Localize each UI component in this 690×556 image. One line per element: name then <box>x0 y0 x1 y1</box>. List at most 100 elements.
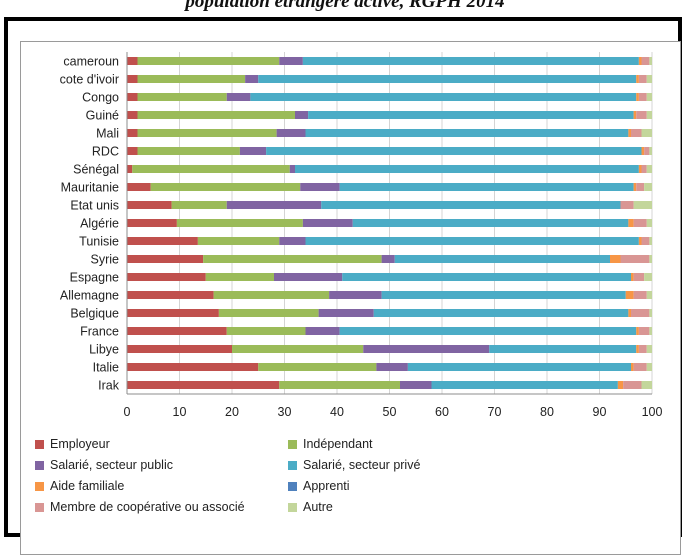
bar-segment-autre <box>649 309 652 317</box>
legend-swatch <box>35 503 44 512</box>
bar-segment-autre <box>646 291 652 299</box>
bar-segment-autre <box>641 129 652 137</box>
bar-segment-salarie-secteur-prive <box>339 327 637 335</box>
bar-segment-membre-de-cooperative-ou-associe <box>623 381 642 389</box>
bar-segment-membre-de-cooperative-ou-associe <box>638 75 647 83</box>
bar-segment-autre <box>649 57 652 65</box>
bar-segment-independant <box>213 291 330 299</box>
bar-segment-employeur <box>127 111 138 119</box>
bar-segment-independant <box>176 219 303 227</box>
bar-segment-salarie-secteur-prive <box>352 219 629 227</box>
bar-segment-autre <box>646 345 652 353</box>
bar-segment-salarie-secteur-public <box>276 129 306 137</box>
y-tick-label: Etat unis <box>70 199 119 213</box>
bar-segment-membre-de-cooperative-ou-associe <box>638 93 647 101</box>
bar-segment-membre-de-cooperative-ou-associe <box>641 57 650 65</box>
bar-segment-salarie-secteur-public <box>318 309 374 317</box>
bar-segment-employeur <box>127 129 138 137</box>
bar-segment-salarie-secteur-prive <box>381 291 626 299</box>
legend-swatch <box>288 503 297 512</box>
y-tick-label: Italie <box>93 361 119 375</box>
bar-segment-membre-de-cooperative-ou-associe <box>633 273 645 281</box>
bar-segment-autre <box>646 75 652 83</box>
bar-segment-salarie-secteur-public <box>226 93 251 101</box>
y-tick-label: Mali <box>96 127 119 141</box>
legend: Employeur Indépendant Salarié, secteur pub… <box>35 437 420 514</box>
x-tick-label: 20 <box>225 405 239 419</box>
bar-segment-aide-familiale <box>628 309 631 317</box>
bar-segment-aide-familiale <box>641 147 645 155</box>
bar-segment-salarie-secteur-public <box>376 363 408 371</box>
bar-segment-independant <box>258 363 377 371</box>
x-tick-label: 100 <box>642 405 663 419</box>
bar-segment-salarie-secteur-public <box>279 57 303 65</box>
legend-swatch <box>35 440 44 449</box>
chart-area: cameroun cote d'ivoir Congo Guiné Mali RDC Sén… <box>20 41 681 555</box>
x-tick-label: 50 <box>383 405 397 419</box>
bar-segment-salarie-secteur-prive <box>295 165 639 173</box>
bar-segment-membre-de-cooperative-ou-associe <box>631 129 642 137</box>
bar-segment-employeur <box>127 381 280 389</box>
bar-segment-autre <box>649 255 652 263</box>
y-tick-label: France <box>80 325 119 339</box>
bar-segment-aide-familiale <box>633 183 637 191</box>
bar-segment-aide-familiale <box>631 273 634 281</box>
bar-segment-employeur <box>127 201 172 209</box>
bar-segment-employeur <box>127 165 133 173</box>
bar-segment-salarie-secteur-prive <box>250 93 637 101</box>
bar-segment-membre-de-cooperative-ou-associe <box>620 255 650 263</box>
legend-label: Aide familiale <box>50 479 124 493</box>
x-tick-label: 80 <box>540 405 554 419</box>
bar-segment-salarie-secteur-prive <box>305 237 639 245</box>
bar-segment-independant <box>218 309 319 317</box>
bar-segment-aide-familiale <box>636 345 639 353</box>
bar-segment-salarie-secteur-public <box>302 219 353 227</box>
x-tick-label: 40 <box>330 405 344 419</box>
bar-segment-salarie-secteur-prive <box>302 57 639 65</box>
bar-segment-independant <box>279 381 400 389</box>
bar-segment-autre <box>646 165 652 173</box>
y-tick-labels: cameroun cote d'ivoir Congo Guiné Mali RDC Sén… <box>60 55 120 393</box>
bar-segment-employeur <box>127 57 138 65</box>
bar-segment-autre <box>649 327 652 335</box>
bar-segment-salarie-secteur-public <box>381 255 395 263</box>
bar-segment-independant <box>226 327 306 335</box>
bar-segment-autre <box>649 237 652 245</box>
bar-segment-salarie-secteur-public <box>279 237 306 245</box>
legend-swatch <box>288 440 297 449</box>
axes <box>126 52 652 395</box>
y-tick-label: Espagne <box>70 271 119 285</box>
bar-segment-aide-familiale <box>638 57 642 65</box>
bar-segment-employeur <box>127 363 259 371</box>
bar-segment-independant <box>171 201 227 209</box>
bar-segment-independant <box>137 129 277 137</box>
bar-segment-independant <box>137 75 246 83</box>
bar-segment-salarie-secteur-prive <box>373 309 629 317</box>
bar-segment-employeur <box>127 309 219 317</box>
x-tick-label: 0 <box>124 405 131 419</box>
bar-segment-membre-de-cooperative-ou-associe <box>631 309 650 317</box>
bar-segment-autre <box>646 363 652 371</box>
bar-segment-autre <box>644 183 652 191</box>
bar-segment-independant <box>232 345 364 353</box>
bar-segment-salarie-secteur-prive <box>308 111 634 119</box>
y-tick-label: Belgique <box>70 307 119 321</box>
y-tick-label: cote d'ivoir <box>60 73 119 87</box>
bar-segment-membre-de-cooperative-ou-associe <box>641 165 647 173</box>
y-tick-label: Syrie <box>91 253 120 267</box>
bar-segment-aide-familiale <box>633 111 637 119</box>
x-tick-label: 90 <box>593 405 607 419</box>
legend-label: Apprenti <box>303 479 350 493</box>
legend-label: Autre <box>303 500 333 514</box>
bar-segment-employeur <box>127 273 206 281</box>
y-tick-label: Mauritanie <box>61 181 119 195</box>
bar-segment-salarie-secteur-public <box>239 147 267 155</box>
y-tick-label: Irak <box>98 379 120 393</box>
bar-segment-membre-de-cooperative-ou-associe <box>638 345 647 353</box>
bar-segment-aide-familiale <box>617 381 624 389</box>
x-tick-label: 30 <box>278 405 292 419</box>
bar-segment-aide-familiale <box>636 327 639 335</box>
x-tick-label: 60 <box>435 405 449 419</box>
bar-segment-aide-familiale <box>628 219 634 227</box>
bar-segment-employeur <box>127 75 138 83</box>
